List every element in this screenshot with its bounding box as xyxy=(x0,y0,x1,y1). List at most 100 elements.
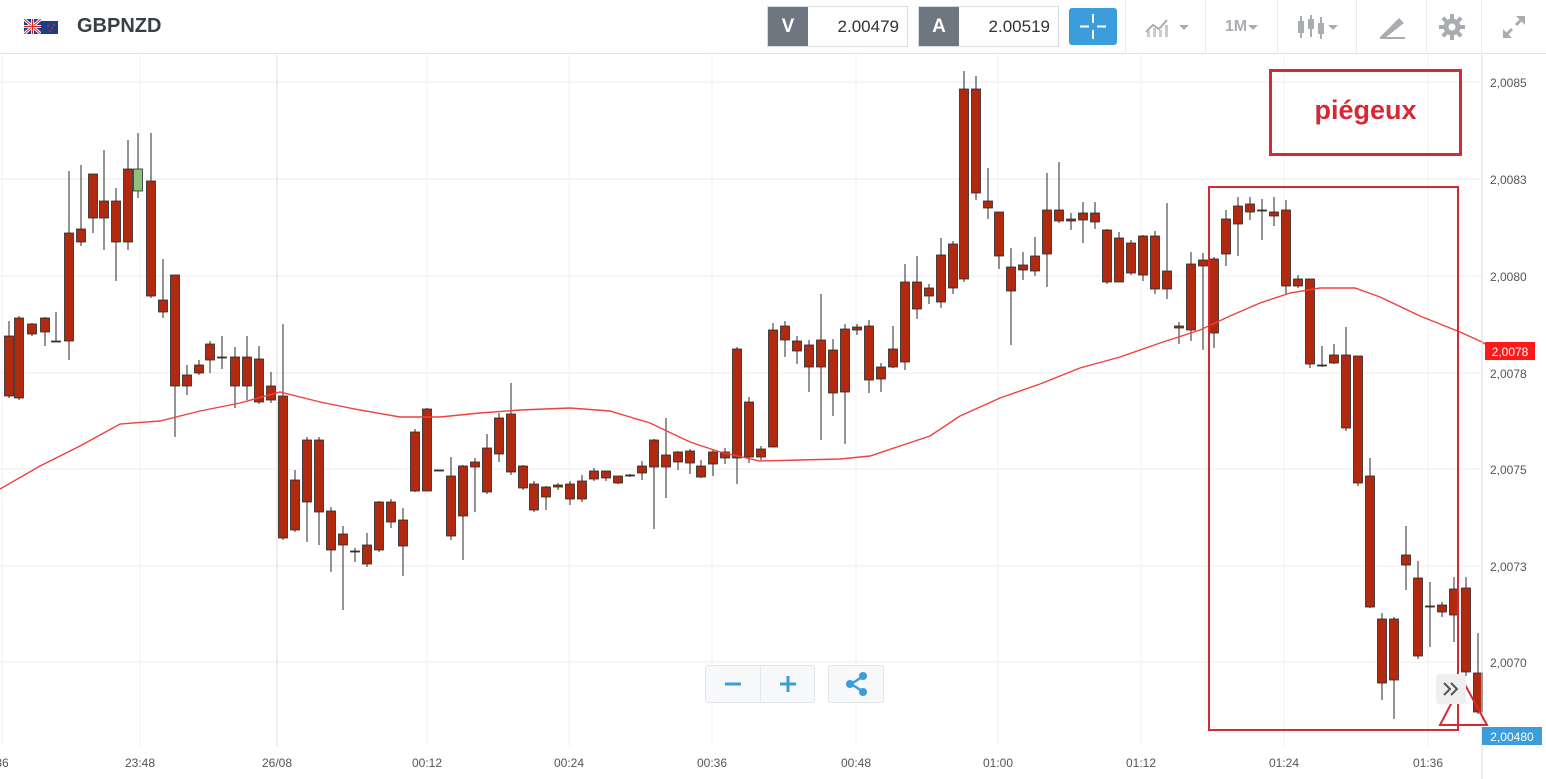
candle-body xyxy=(673,451,683,463)
candle xyxy=(900,264,910,370)
candle-body xyxy=(194,364,204,374)
buy-price-button[interactable]: A 2.00519 xyxy=(918,6,1059,47)
time-tick-label: 01:00 xyxy=(983,756,1013,770)
candle-body xyxy=(1030,255,1040,272)
moving-average-line xyxy=(0,287,1491,490)
candle-body xyxy=(1042,209,1052,255)
candle-body xyxy=(661,454,671,468)
candle xyxy=(1102,229,1112,284)
candle xyxy=(123,140,133,250)
candle xyxy=(936,238,946,308)
candle xyxy=(756,446,766,460)
candle-body xyxy=(852,326,862,331)
candle-body xyxy=(88,173,98,219)
candle-body xyxy=(983,200,993,209)
candle-series xyxy=(4,71,1483,719)
candle-body xyxy=(1078,212,1088,221)
price-tick-label: 2,0085 xyxy=(1490,76,1527,90)
candlestick-chart[interactable]: 2,0085 2,0083 2,0080 2,0078 2,0075 2,0073 2,00… xyxy=(0,55,1546,779)
share-icon xyxy=(846,672,867,696)
candle-body xyxy=(470,461,480,468)
buy-label: A xyxy=(919,7,959,46)
time-tick-label: 00:48 xyxy=(841,756,871,770)
candle-body xyxy=(936,254,946,303)
candle-body xyxy=(182,374,192,387)
candle-body xyxy=(816,339,826,368)
candle xyxy=(625,474,635,477)
time-tick-label: 00:12 xyxy=(412,756,442,770)
candle xyxy=(1401,526,1411,590)
candle xyxy=(888,326,898,368)
buy-price: 2.00519 xyxy=(988,16,1050,36)
candle-body xyxy=(64,232,74,342)
candle-body xyxy=(828,349,838,394)
toolbar-divider xyxy=(1426,0,1427,54)
candle xyxy=(302,437,312,542)
candle-body xyxy=(1221,218,1231,255)
candle-body xyxy=(637,465,647,474)
candle xyxy=(518,465,528,490)
candle-body xyxy=(792,340,802,352)
chart-type-button[interactable] xyxy=(1285,6,1349,47)
candle xyxy=(685,449,695,474)
candle xyxy=(780,321,790,357)
candle-body xyxy=(1245,203,1255,213)
candle-body xyxy=(1413,577,1423,657)
candle xyxy=(1018,252,1028,280)
timeframe-label: 1M xyxy=(1224,17,1248,35)
settings-button[interactable] xyxy=(1432,6,1472,47)
candle-body xyxy=(1150,235,1160,290)
share-button[interactable] xyxy=(828,665,884,703)
candle-body xyxy=(4,335,14,397)
candle-body xyxy=(589,470,599,480)
candle-body xyxy=(601,470,611,479)
candle xyxy=(696,460,706,478)
timeframe-selector[interactable]: 1M xyxy=(1212,6,1272,47)
candle-body xyxy=(720,451,730,459)
last-price-label: 2,00480 xyxy=(1490,730,1534,744)
candle-body xyxy=(314,439,324,513)
candle xyxy=(1162,203,1172,299)
fullscreen-button[interactable] xyxy=(1490,6,1538,47)
candlestick-type-icon xyxy=(1298,14,1324,39)
candle xyxy=(1305,278,1315,368)
candle-body xyxy=(290,479,300,531)
candle-body xyxy=(1257,209,1267,212)
candle-body xyxy=(1293,278,1303,287)
candle-body xyxy=(76,228,86,243)
highlight-box xyxy=(1208,186,1459,731)
toolbar-divider xyxy=(1356,0,1357,54)
zoom-in-button[interactable] xyxy=(761,666,815,702)
crosshair-button[interactable] xyxy=(1069,8,1117,45)
candle xyxy=(876,363,886,392)
candle-body xyxy=(994,211,1004,257)
candle-body xyxy=(278,395,288,539)
candle-body xyxy=(1162,270,1172,290)
candle xyxy=(111,188,121,281)
candle-body xyxy=(1233,205,1243,225)
candle xyxy=(1138,235,1148,281)
sell-price-button[interactable]: V 2.00479 xyxy=(767,6,908,47)
candle-body xyxy=(254,358,264,403)
candle xyxy=(1006,248,1016,345)
candle xyxy=(1126,240,1136,275)
candle-body xyxy=(40,317,50,333)
zoom-out-button[interactable] xyxy=(706,666,761,702)
candle xyxy=(994,211,1004,269)
indicators-button[interactable] xyxy=(1135,6,1199,47)
candle xyxy=(458,465,468,560)
candle xyxy=(589,468,599,481)
candle xyxy=(64,171,74,360)
candle xyxy=(553,483,563,490)
candle xyxy=(744,397,754,463)
candle xyxy=(386,499,396,528)
candle xyxy=(1114,232,1124,283)
chevron-down-icon xyxy=(1248,24,1259,30)
candle xyxy=(1174,322,1184,344)
candle xyxy=(959,71,969,282)
candle xyxy=(732,347,742,484)
candle xyxy=(374,501,384,552)
drawing-tools-button[interactable] xyxy=(1364,6,1420,47)
candle xyxy=(266,372,276,403)
scroll-to-latest-button[interactable] xyxy=(1436,674,1466,704)
